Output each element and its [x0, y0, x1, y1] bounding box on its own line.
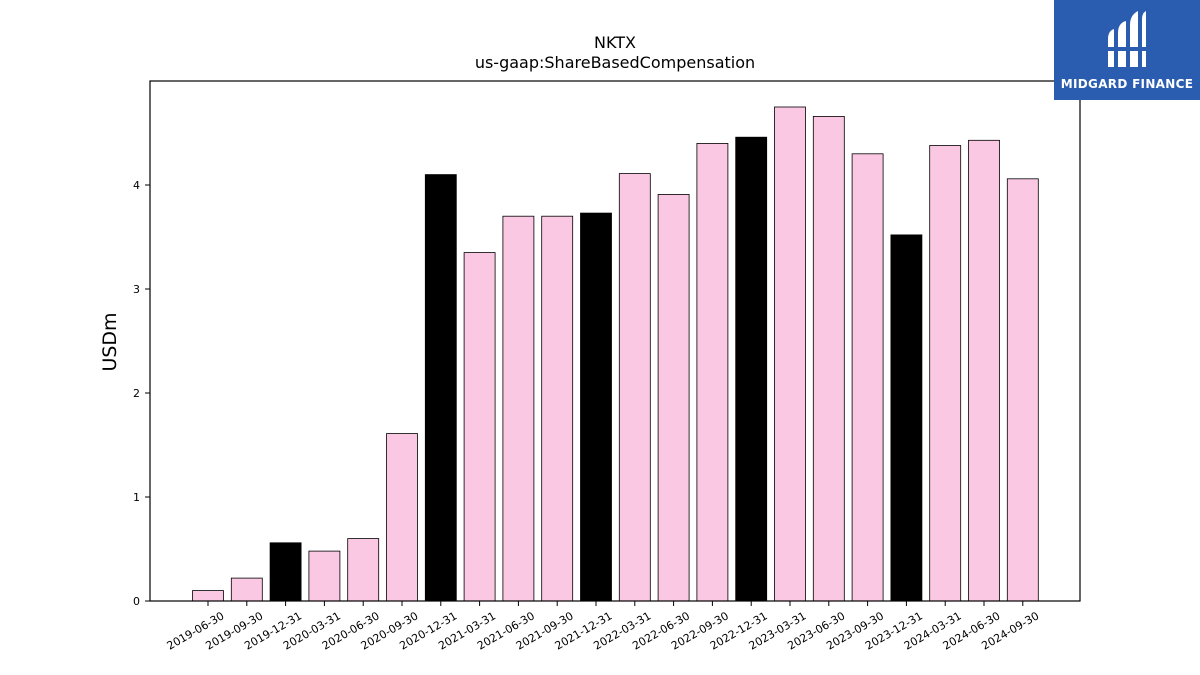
bar-2022-06-30	[657, 193, 690, 602]
bar-2021-12-31	[580, 212, 612, 602]
bar-2024-06-30	[968, 139, 1000, 602]
bar-2023-03-31	[774, 106, 806, 602]
bar-2020-03-31	[308, 550, 341, 602]
midgard-finance-logo: MIDGARD FINANCE	[1054, 0, 1200, 100]
bar-2019-09-30	[230, 577, 263, 602]
y-tick-label: 1	[133, 491, 140, 504]
bar-2020-06-30	[347, 538, 380, 602]
bar-2019-06-30	[192, 590, 224, 602]
bar-2022-09-30	[696, 142, 729, 602]
bar-2019-12-31	[269, 542, 302, 602]
bar-2024-09-30	[1006, 178, 1039, 602]
plot-frame	[149, 80, 1081, 602]
bar-2020-12-31	[424, 174, 457, 602]
chart-title: NKTX	[594, 33, 636, 52]
y-tick-label: 4	[133, 179, 140, 192]
bar-2023-12-31	[890, 234, 923, 602]
bar-2022-12-31	[735, 136, 768, 602]
y-tick-label: 3	[133, 283, 140, 296]
y-axis-label: USDm	[99, 312, 121, 371]
y-tick-label: 0	[133, 595, 140, 608]
bars-group	[192, 106, 1039, 602]
bar-2021-06-30	[502, 215, 535, 602]
bar-2023-09-30	[851, 153, 884, 602]
y-tick-label: 2	[133, 387, 140, 400]
bar-2023-06-30	[812, 116, 845, 602]
bar-2024-03-31	[929, 145, 962, 602]
chart-subtitle: us-gaap:ShareBasedCompensation	[475, 53, 755, 72]
bar-2021-09-30	[541, 215, 574, 602]
logo-text: MIDGARD FINANCE	[1060, 77, 1194, 91]
bar-2021-03-31	[463, 252, 496, 602]
y-ticks-group: 0 1 2 3 4	[133, 179, 150, 608]
x-ticks-group: 2019-06-302019-09-302019-12-312020-03-31…	[165, 601, 1041, 653]
midgard-logo-icon	[1106, 11, 1148, 67]
bar-2020-09-30	[386, 433, 418, 602]
bar-2022-03-31	[618, 173, 651, 602]
